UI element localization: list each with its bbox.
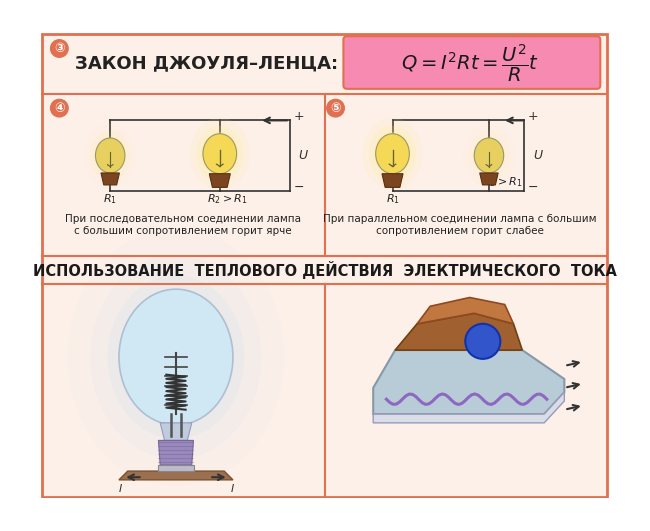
Ellipse shape xyxy=(369,126,416,182)
Ellipse shape xyxy=(90,255,261,459)
Polygon shape xyxy=(417,297,514,324)
Ellipse shape xyxy=(119,289,233,425)
Ellipse shape xyxy=(202,132,239,176)
Circle shape xyxy=(465,324,500,359)
Text: I: I xyxy=(118,484,122,494)
Text: ④: ④ xyxy=(54,101,64,115)
Text: +: + xyxy=(528,110,538,123)
Polygon shape xyxy=(395,313,522,350)
Polygon shape xyxy=(119,471,233,480)
Circle shape xyxy=(51,40,68,57)
Text: $R_2 > R_1$: $R_2 > R_1$ xyxy=(207,192,247,206)
Text: При параллельном соединении лампа с большим
сопротивлением горит слабее: При параллельном соединении лампа с боль… xyxy=(323,214,597,236)
Ellipse shape xyxy=(190,118,250,190)
Text: U: U xyxy=(299,149,308,162)
Ellipse shape xyxy=(90,131,131,180)
Circle shape xyxy=(51,99,68,117)
Text: I: I xyxy=(231,484,234,494)
Text: $Q = I^2Rt = \dfrac{U^2}{R}t$: $Q = I^2Rt = \dfrac{U^2}{R}t$ xyxy=(400,41,539,83)
Text: +: + xyxy=(293,110,304,123)
Text: ③: ③ xyxy=(54,42,64,55)
Polygon shape xyxy=(209,174,230,187)
Ellipse shape xyxy=(96,138,125,173)
Ellipse shape xyxy=(473,136,505,175)
Ellipse shape xyxy=(107,276,244,439)
Circle shape xyxy=(327,99,344,117)
Text: $R_1$: $R_1$ xyxy=(385,192,400,206)
Ellipse shape xyxy=(94,136,126,175)
Ellipse shape xyxy=(376,134,410,174)
Text: −: − xyxy=(293,181,304,193)
Ellipse shape xyxy=(374,132,411,176)
Text: ЗАКОН ДЖОУЛЯ–ЛЕНЦА:: ЗАКОН ДЖОУЛЯ–ЛЕНЦА: xyxy=(75,54,338,72)
Polygon shape xyxy=(101,173,120,185)
Text: При последовательном соединении лампа
с большим сопротивлением горит ярче: При последовательном соединении лампа с … xyxy=(65,214,301,236)
Polygon shape xyxy=(373,350,564,414)
Polygon shape xyxy=(382,174,403,187)
Ellipse shape xyxy=(362,118,422,190)
Text: ⑤: ⑤ xyxy=(330,101,341,115)
FancyBboxPatch shape xyxy=(157,465,194,471)
Text: ИСПОЛЬЗОВАНИЕ  ТЕПЛОВОГО ДЕЙСТВИЯ  ЭЛЕКТРИЧЕСКОГО  ТОКА: ИСПОЛЬЗОВАНИЕ ТЕПЛОВОГО ДЕЙСТВИЯ ЭЛЕКТРИ… xyxy=(33,261,617,279)
Text: $R_1$: $R_1$ xyxy=(103,192,117,206)
Text: $R_2 > R_1$: $R_2 > R_1$ xyxy=(482,175,523,189)
Ellipse shape xyxy=(469,131,510,180)
Ellipse shape xyxy=(196,126,243,182)
Polygon shape xyxy=(373,392,564,423)
Text: −: − xyxy=(528,181,538,193)
FancyBboxPatch shape xyxy=(42,35,607,496)
Polygon shape xyxy=(160,423,192,440)
Polygon shape xyxy=(480,173,498,185)
FancyBboxPatch shape xyxy=(343,36,601,89)
Polygon shape xyxy=(159,440,194,465)
Ellipse shape xyxy=(474,138,504,173)
Text: U: U xyxy=(533,149,542,162)
Ellipse shape xyxy=(203,134,237,174)
